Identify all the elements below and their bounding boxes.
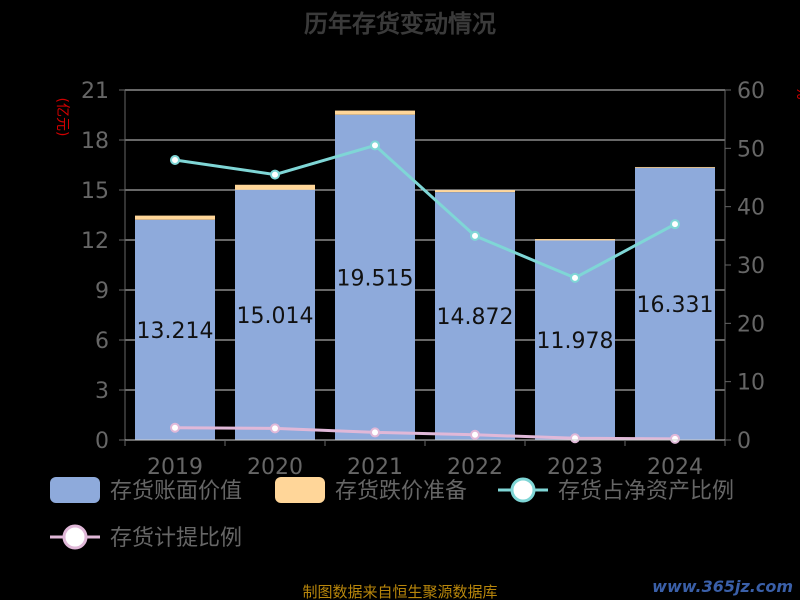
- y-left-tick-label: 15: [81, 179, 109, 204]
- legend-label: 存货账面价值: [110, 479, 242, 504]
- line-point: [370, 140, 380, 151]
- x-tick-label: 2024: [647, 455, 703, 480]
- y-right-tick-label: 50: [737, 137, 765, 162]
- y-right-tick-label: 60: [737, 79, 765, 104]
- series-line: [174, 143, 676, 280]
- x-tick-label: 2019: [147, 455, 203, 480]
- y-left-tick-label: 0: [95, 429, 109, 454]
- y-left-tick-label: 6: [95, 329, 109, 354]
- line-point: [170, 422, 180, 433]
- bar: [335, 110, 415, 115]
- legend-label: 存货计提比例: [110, 526, 242, 551]
- y-left-tick-label: 18: [81, 129, 109, 154]
- x-tick-label: 2020: [247, 455, 303, 480]
- legend-swatch: [50, 477, 100, 503]
- line-point: [570, 272, 580, 283]
- line-point: [670, 219, 680, 230]
- y-right-tick-label: 40: [737, 196, 765, 221]
- bar: [535, 239, 615, 241]
- line-point: [670, 433, 680, 444]
- bar-value-label: 13.214: [137, 319, 214, 344]
- chart-title: 历年存货变动情况: [304, 10, 496, 38]
- bar: [435, 190, 515, 193]
- x-tick-label: 2023: [547, 455, 603, 480]
- bar: [635, 166, 715, 168]
- line-point: [570, 433, 580, 444]
- legend-swatch-marker: [62, 524, 88, 550]
- bar-value-label: 11.978: [537, 329, 614, 354]
- y-right-tick-label: 10: [737, 371, 765, 396]
- line-point: [170, 155, 180, 165]
- bar: [135, 215, 215, 220]
- legend-label: 存货跌价准备: [335, 479, 467, 504]
- y-left-tick-label: 12: [81, 229, 109, 254]
- legend-label: 存货占净资产比例: [558, 479, 734, 504]
- bar: [235, 184, 315, 190]
- watermark: www.365jz.com: [652, 577, 793, 596]
- y-right-tick-label: 30: [737, 254, 765, 279]
- legend-swatch-marker: [510, 477, 536, 503]
- bar: [135, 219, 215, 440]
- source-note: 制图数据来自恒生聚源数据库: [302, 583, 497, 600]
- line-point: [470, 230, 480, 241]
- line-point: [270, 423, 280, 434]
- bar: [635, 167, 715, 441]
- y-left-tick-label: 9: [95, 279, 109, 304]
- bar-value-label: 16.331: [637, 293, 714, 318]
- y-left-unit-label: (亿元): [54, 98, 70, 137]
- line-point: [470, 429, 480, 440]
- y-right-unit-label: %: [793, 86, 800, 99]
- axes: 0 3 6 9 12 15 18 21 0 10 20 30 40 50 60 2019 2020 2021 202…: [81, 79, 765, 480]
- bar-value-label: 14.872: [437, 305, 514, 330]
- legend-swatch: [275, 477, 325, 503]
- lines: [170, 140, 680, 444]
- series-line: [174, 426, 676, 441]
- y-left-tick-label: 3: [95, 379, 109, 404]
- bars: 13.214 15.014 19.515 14.872 11.978 16.331: [135, 110, 715, 441]
- bar-value-label: 15.014: [237, 304, 314, 329]
- line-point: [370, 427, 380, 438]
- y-right-tick-label: 20: [737, 312, 765, 337]
- x-tick-label: 2021: [347, 455, 403, 480]
- bar: [235, 189, 315, 440]
- line-point: [270, 169, 280, 180]
- bar-value-label: 19.515: [337, 266, 414, 291]
- y-right-tick-label: 0: [737, 429, 751, 454]
- x-tick-label: 2022: [447, 455, 503, 480]
- y-left-tick-label: 21: [81, 79, 109, 104]
